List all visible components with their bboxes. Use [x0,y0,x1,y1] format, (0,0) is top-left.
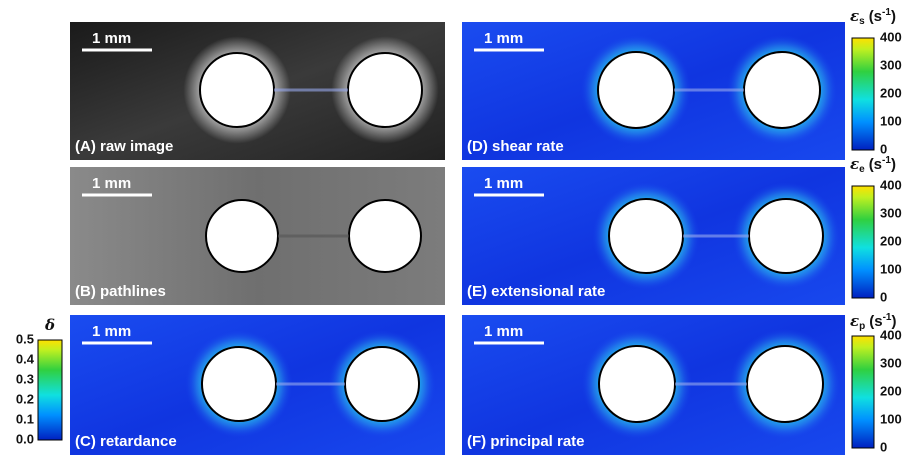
colorbar-tick-label: 300 [880,57,902,72]
cylinder [599,346,675,422]
colorbar-tick-label: 400 [880,177,902,192]
colorbar-tick-label: 100 [880,113,902,128]
cylinder [609,199,683,273]
colorbar [852,186,874,298]
cylinder [348,53,422,127]
colorbar-title: εe(s-1) [850,155,896,175]
scale-bar-label: 1 mm [92,323,131,340]
subscript: s [859,16,865,27]
subscript: e [859,164,865,175]
figure: 1 mm (A) raw image 1 mm (B) pathlines 1 mm (C… [0,0,912,457]
colorbar-tick-label: 200 [880,85,902,100]
cylinder [345,347,419,421]
unit-close: ) [891,156,896,173]
colorbar-tick-label: 400 [880,29,902,44]
colorbar-tick-label: 0.5 [16,331,34,346]
scale-bar-label: 1 mm [92,30,131,47]
symbol: ε [850,155,859,173]
cylinder [744,52,820,128]
colorbar-title: δ [44,316,55,334]
subscript: p [859,321,865,332]
colorbar-tick-label: 0.4 [16,351,35,366]
colorbar-tick-label: 0.3 [16,371,34,386]
colorbar-tick-label: 0.0 [16,431,34,446]
unit: (s [869,156,882,173]
colorbar-title: εs(s-1) [850,7,896,27]
colorbar-tick-label: 0 [880,289,887,304]
cylinder [747,346,823,422]
symbol: δ [44,316,55,334]
colorbar-tick-label: 300 [880,205,902,220]
panel-label: (D) shear rate [467,138,564,155]
unit: (s [869,313,882,330]
unit-close: ) [891,8,896,25]
symbol: ε [850,312,859,330]
panel-label: (E) extensional rate [467,283,605,300]
colorbar-tick-label: 200 [880,383,902,398]
cylinder [598,52,674,128]
colorbar [852,38,874,150]
scale-bar-label: 1 mm [92,175,131,192]
panel-label: (A) raw image [75,138,173,155]
colorbar-tick-label: 0 [880,439,887,454]
scale-bar-label: 1 mm [484,175,523,192]
cylinder [349,200,421,272]
colorbar-tick-label: 300 [880,355,902,370]
colorbar-tick-label: 0.2 [16,391,34,406]
cylinder [206,200,278,272]
cylinder [202,347,276,421]
cylinder [749,199,823,273]
colorbar-tick-label: 0.1 [16,411,34,426]
unit-close: ) [891,313,896,330]
scale-bar-label: 1 mm [484,323,523,340]
colorbar [38,340,62,440]
panel-label: (C) retardance [75,433,177,450]
panel-label: (B) pathlines [75,283,166,300]
colorbar-tick-label: 100 [880,261,902,276]
scale-bar-label: 1 mm [484,30,523,47]
colorbar [852,336,874,448]
panel-label: (F) principal rate [467,433,585,450]
unit: (s [869,8,882,25]
cylinder [200,53,274,127]
symbol: ε [850,7,859,25]
colorbar-tick-label: 100 [880,411,902,426]
colorbar-tick-label: 200 [880,233,902,248]
